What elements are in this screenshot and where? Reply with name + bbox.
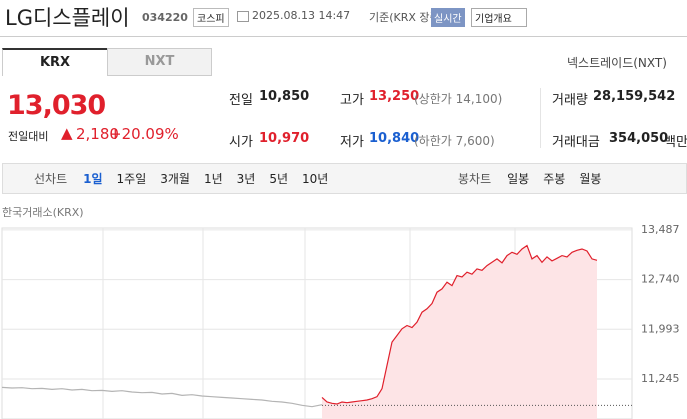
change-label: 전일대비 <box>8 130 49 143</box>
period-option[interactable]: 3년 <box>236 172 256 186</box>
period-bar: 선차트 1일 1주일 3개월 1년 3년 5년 10년 <box>34 170 342 187</box>
stat-note: (하한가 7,600) <box>414 134 495 148</box>
period-option[interactable]: 1일 <box>83 172 103 186</box>
price-line <box>321 244 598 405</box>
candle-chart-label: 봉차트 <box>458 172 492 186</box>
stock-code: 034220 <box>142 11 188 24</box>
company-menu[interactable]: 기업개요 <box>471 8 527 27</box>
stock-name: LG디스플레이 <box>5 6 130 30</box>
stat-value: 354,050 <box>609 131 669 146</box>
period-option[interactable]: 5년 <box>269 172 289 186</box>
datetime: 2025.08.13 14:47 <box>252 9 351 22</box>
basis: 기준(KRX 장중) <box>369 11 444 24</box>
toolbar <box>2 163 687 194</box>
up-arrow: ▲ <box>61 124 73 142</box>
period-option[interactable]: 1주일 <box>116 172 147 186</box>
stat-unit: 백만 <box>664 135 687 150</box>
period-option[interactable]: 10년 <box>302 172 329 186</box>
candle-option[interactable]: 일봉 <box>507 172 530 186</box>
stat-label: 거래대금 <box>552 135 600 150</box>
area <box>322 245 597 419</box>
stat-value: 10,970 <box>259 131 310 146</box>
period-option[interactable]: 1년 <box>203 172 223 186</box>
stat-label: 거래량 <box>552 93 588 108</box>
candle-bar: 봉차트 일봉 주봉 월봉 <box>458 170 615 187</box>
market-badge: 코스피 <box>193 8 229 27</box>
current-price: 13,030 <box>7 90 106 121</box>
change: 2,180 <box>76 125 119 143</box>
period-option[interactable]: 3개월 <box>160 172 190 186</box>
tab-nxt[interactable]: NXT <box>107 48 212 76</box>
stat-value: 10,850 <box>259 89 310 104</box>
calendar-icon <box>237 11 249 22</box>
y-tick-label: 13,487 <box>641 223 680 236</box>
nxt-link[interactable]: 넥스트레이드(NXT) <box>567 56 667 70</box>
candle-option[interactable]: 주봉 <box>543 172 566 186</box>
divider <box>540 88 541 148</box>
change-pct: +20.09% <box>109 125 179 143</box>
stat-value: 13,250 <box>369 89 420 104</box>
chart-source: 한국거래소(KRX) <box>2 206 84 219</box>
realtime-badge: 실시간 <box>431 8 465 27</box>
stat-label: 전일 <box>229 93 253 108</box>
stat-note: (상한가 14,100) <box>414 92 503 106</box>
stat-label: 고가 <box>340 93 364 108</box>
price-line <box>1 386 323 408</box>
y-tick-label: 11,245 <box>641 372 680 385</box>
candle-option[interactable]: 월봉 <box>579 172 602 186</box>
y-tick-label: 12,740 <box>641 273 680 286</box>
stat-label: 시가 <box>229 135 253 150</box>
stat-value: 28,159,542 <box>593 89 676 104</box>
stat-value: 10,840 <box>369 131 420 146</box>
y-tick-label: 11,993 <box>641 322 680 335</box>
divider <box>0 36 687 37</box>
stat-label: 저가 <box>340 135 364 150</box>
line-chart-label: 선차트 <box>34 172 68 186</box>
